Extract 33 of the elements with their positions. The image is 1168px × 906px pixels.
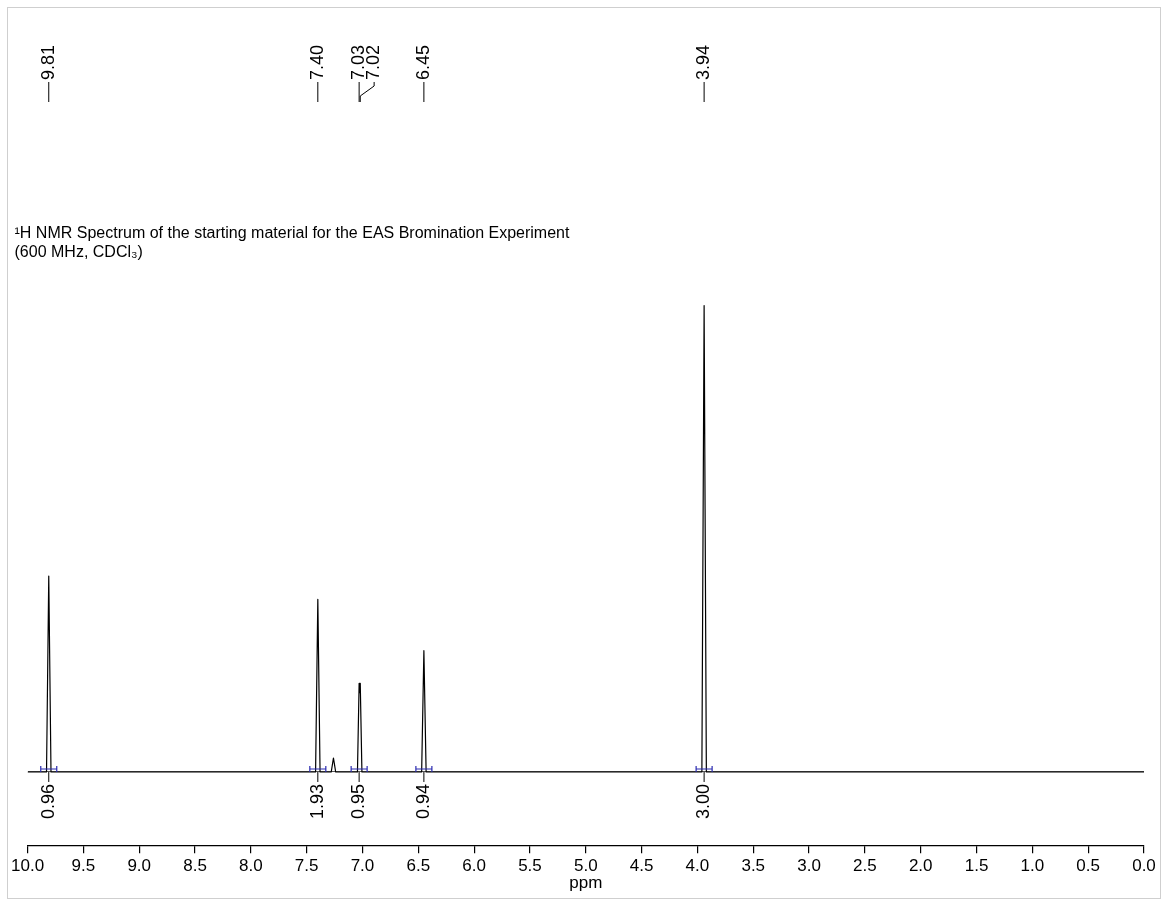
x-tick-label: 3.0 <box>797 856 821 876</box>
x-tick-label: 0.5 <box>1076 856 1100 876</box>
x-tick-label: 4.5 <box>629 856 654 876</box>
annotation: 7.40 <box>306 44 327 80</box>
x-tick-label: 3.5 <box>741 856 766 876</box>
x-tick-label: 1.0 <box>1020 856 1045 876</box>
x-tick-label: 5.5 <box>518 856 542 876</box>
x-tick-label: 2.5 <box>853 856 877 876</box>
x-tick-label: 7.0 <box>350 856 375 876</box>
annotation: 3.00 <box>693 783 714 820</box>
annotation: 9.81 <box>37 44 58 80</box>
annotation: 0.95 <box>348 783 369 820</box>
chart-subtitle: (600 MHz, CDCl₃) <box>14 243 143 260</box>
x-tick-label: 5.0 <box>573 856 598 876</box>
annotation: 6.45 <box>412 44 433 80</box>
x-tick-label: 6.0 <box>462 856 486 876</box>
annotation: 0.94 <box>412 783 433 820</box>
x-tick-label: 4.0 <box>685 856 710 876</box>
x-tick-label: 0.0 <box>1132 856 1156 876</box>
chart-title: ¹H NMR Spectrum of the starting material for the EAS Bromination Experiment <box>14 224 570 241</box>
x-tick-label: 9.0 <box>127 856 152 876</box>
x-axis-title: ppm <box>569 873 603 893</box>
x-tick-label: 8.0 <box>239 856 263 876</box>
x-tick-label: 10.0 <box>11 856 45 876</box>
x-tick-label: 1.5 <box>964 856 989 876</box>
x-tick-label: 9.5 <box>71 856 96 876</box>
x-tick-label: 8.5 <box>183 856 207 876</box>
annotation: 0.96 <box>37 783 58 820</box>
annotation: 1.93 <box>306 783 327 820</box>
x-tick-label: 7.5 <box>294 856 319 876</box>
x-tick-label: 2.0 <box>908 856 933 876</box>
annotation: 3.94 <box>693 44 714 80</box>
x-tick-label: 6.5 <box>406 856 431 876</box>
